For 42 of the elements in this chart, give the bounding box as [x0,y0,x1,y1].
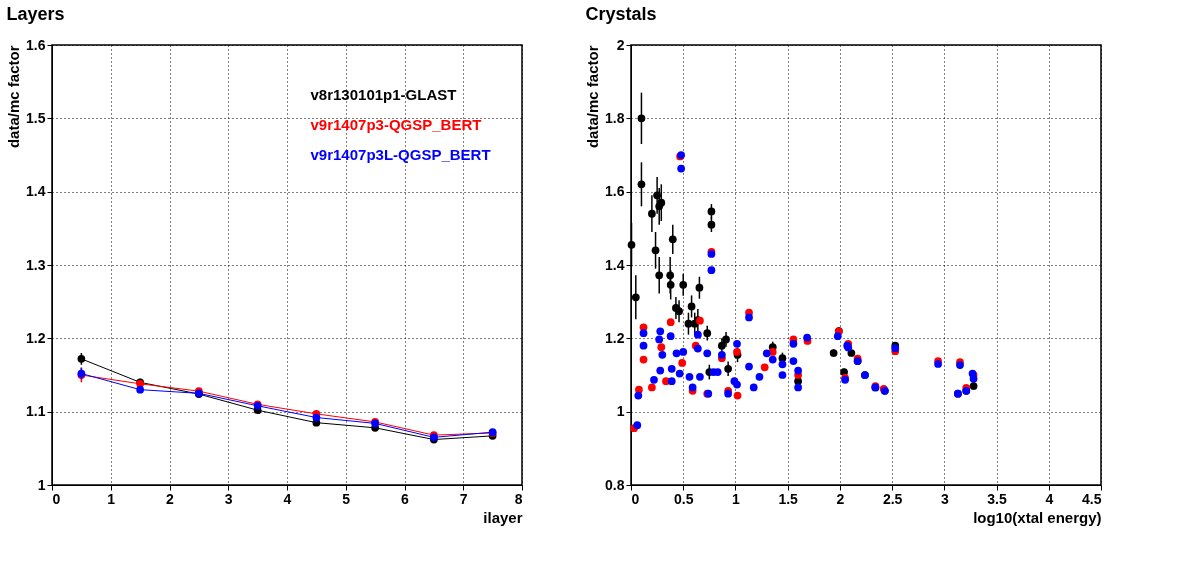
x-tick-label: 0.5 [673,490,694,507]
y-tick-label: 1 [37,476,46,493]
x-tick-label: 1.5 [778,490,799,507]
x-tick-label: 2 [166,490,175,507]
y-axis-title: data/mc factor [5,45,23,149]
y-tick-label: 1.3 [26,256,46,273]
x-tick-label: 7 [459,490,468,507]
y-tick-label: 1 [616,403,625,420]
x-axis-title: log10(xtal energy) [973,508,1102,526]
y-tick-label: 1.4 [26,183,46,200]
x-axis-title: ilayer [483,508,523,526]
x-tick-label: 2 [836,490,845,507]
y-tick-label: 1.2 [605,329,625,346]
text: v8r130101p1-GLAST [310,86,457,103]
x-tick-label: 0 [631,490,640,507]
x-tick-label: 1 [107,490,116,507]
y-tick-label: 1.1 [26,403,46,420]
chart-title: Layers [6,4,65,24]
x-tick-label: 3 [224,490,233,507]
y-tick-label: 0.8 [605,476,625,493]
x-tick-label: 3.5 [987,490,1007,507]
x-tick-label: 6 [401,490,410,507]
x-tick-label: 8 [514,490,523,507]
chart-title: Crystals [585,4,657,24]
y-tick-label: 1.4 [605,256,625,273]
y-tick-label: 1.5 [26,109,46,126]
x-tick-label: 4 [1045,490,1054,507]
y-tick-label: 1.6 [605,183,625,200]
x-tick-label: 4.5 [1082,490,1102,507]
y-axis-title: data/mc factor [584,45,602,149]
y-tick-label: 1.6 [26,36,46,53]
x-tick-label: 2.5 [882,490,903,507]
x-tick-label: 5 [342,490,351,507]
x-tick-label: 4 [283,490,292,507]
x-tick-label: 0 [52,490,61,507]
text: v9r1407p3L-QGSP_BERT [310,146,491,163]
y-tick-label: 1.8 [605,109,625,126]
text: v9r1407p3-QGSP_BERT [310,116,482,133]
x-tick-label: 1 [732,490,741,507]
x-tick-label: 3 [940,490,949,507]
y-tick-label: 2 [616,36,625,53]
y-tick-label: 1.2 [26,329,46,346]
